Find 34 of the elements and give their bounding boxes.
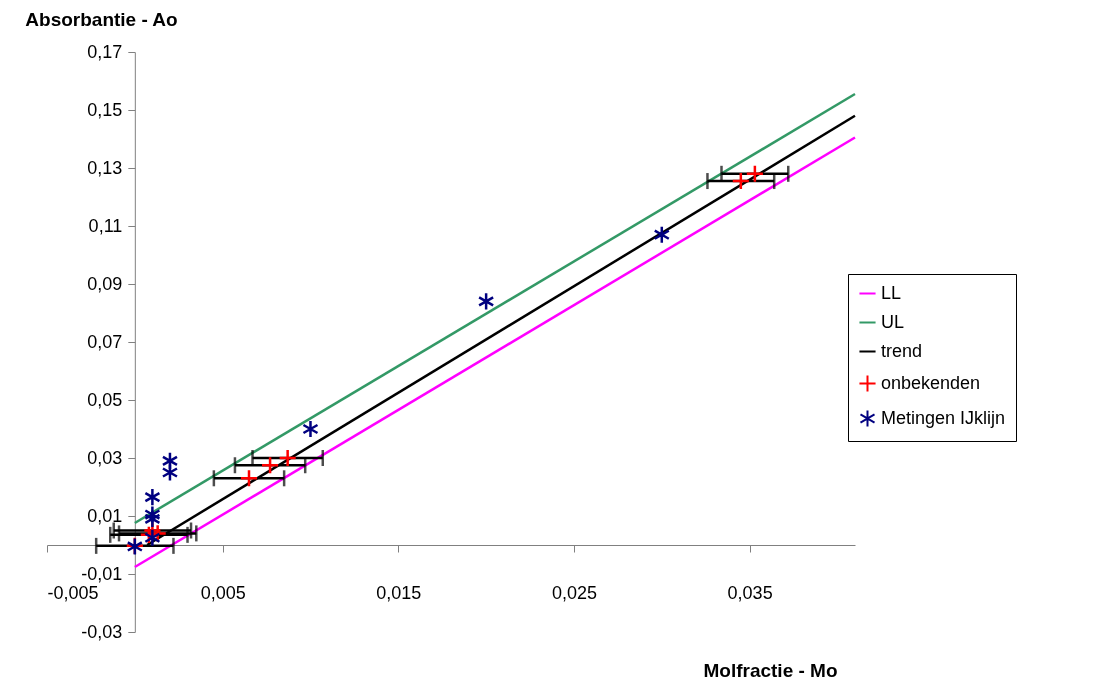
- x-tick-label: 0,015: [376, 582, 422, 603]
- point: [144, 487, 161, 507]
- y-tick-label: 0,07: [87, 331, 123, 352]
- y-tick-label: 0,01: [87, 505, 123, 526]
- point: [477, 292, 495, 311]
- x-tick-label: 0,005: [200, 582, 246, 603]
- legend-label: Metingen IJklijn: [881, 407, 1006, 428]
- y-tick-label: -0,03: [81, 621, 123, 642]
- point: [260, 455, 280, 475]
- point: [653, 225, 671, 245]
- legend-label: LL: [881, 282, 902, 303]
- point: [278, 448, 297, 468]
- y-tick-label: 0,03: [87, 447, 123, 468]
- point: [745, 164, 765, 184]
- point: [731, 171, 751, 191]
- legend-label: onbekenden: [881, 372, 981, 393]
- y-tick-label: 0,05: [87, 389, 123, 410]
- y-tick-label: 0,13: [87, 157, 123, 178]
- y-tick-label: 0,17: [87, 41, 123, 62]
- point: [302, 419, 319, 439]
- legend-label: UL: [881, 311, 905, 332]
- y-tick-label: 0,09: [87, 273, 123, 294]
- point: [161, 451, 179, 471]
- y-axis-title: Absorbantie - Ao: [25, 8, 178, 30]
- y-tick-label: 0,15: [87, 99, 123, 120]
- y-tick-label: -0,01: [81, 563, 123, 584]
- point: [144, 528, 161, 548]
- x-tick-label: 0,035: [727, 582, 773, 603]
- x-tick-label: -0,005: [47, 582, 99, 603]
- x-tick-label: 0,025: [551, 582, 597, 603]
- y-tick-label: 0,11: [88, 215, 123, 236]
- point: [239, 468, 259, 488]
- legend-label: trend: [881, 340, 923, 361]
- x-axis-title: Molfractie - Mo: [703, 659, 838, 681]
